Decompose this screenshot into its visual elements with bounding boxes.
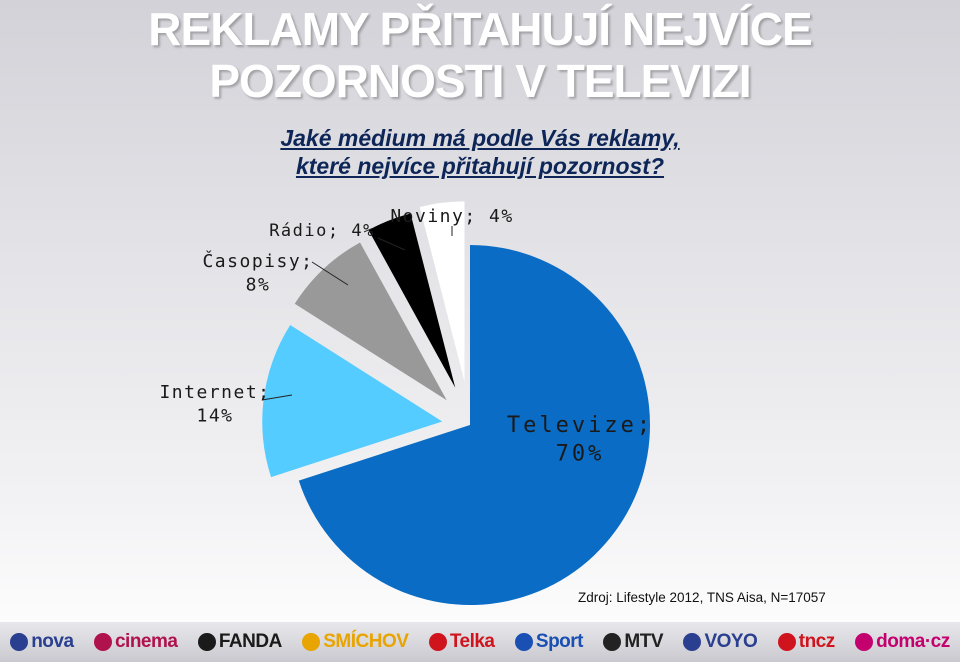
slice-label-3: Rádio; 4% bbox=[269, 221, 375, 241]
pie-slice-1 bbox=[262, 325, 443, 478]
fanda-icon bbox=[197, 633, 216, 651]
mtv-icon bbox=[603, 633, 622, 651]
survey-question-line-1: Jaké médium má podle Vás reklamy, bbox=[280, 125, 680, 151]
pie-slice-3 bbox=[368, 213, 456, 388]
slice-label-0: Televize; 70% bbox=[507, 413, 653, 467]
telka-icon bbox=[428, 633, 447, 651]
nova-logo: nova bbox=[10, 631, 74, 653]
smichov-icon bbox=[302, 633, 321, 651]
voyo-logo: VOYO bbox=[683, 631, 758, 653]
smichov-logo: SMÍCHOV bbox=[302, 631, 409, 653]
leader-line-2 bbox=[311, 261, 349, 286]
pie-slice-2 bbox=[294, 242, 447, 401]
nova-sport-logo: Sport bbox=[514, 631, 584, 653]
voyo-icon bbox=[683, 633, 702, 651]
doma-icon bbox=[855, 633, 874, 651]
leader-line-1 bbox=[261, 394, 293, 401]
pie-chart: Televize; 70% Internet; 14% Časopisy; 8% Rádio… bbox=[159, 201, 653, 605]
doma-logo: doma·cz bbox=[855, 631, 950, 653]
telka-logo: Telka bbox=[428, 631, 495, 653]
slice-label-2: Časopisy; 8% bbox=[202, 250, 313, 295]
nova-sport-icon bbox=[514, 633, 533, 651]
fanda-logo: FANDA bbox=[197, 631, 282, 653]
page-title-line-2: POZORNOSTI V TELEVIZI bbox=[209, 55, 751, 107]
mtv-logo: MTV bbox=[603, 631, 664, 653]
nova-icon bbox=[10, 633, 29, 651]
survey-question-line-2: které nejvíce přitahují pozornost? bbox=[295, 153, 665, 179]
source-note: Zdroj: Lifestyle 2012, TNS Aisa, N=17057 bbox=[578, 590, 826, 605]
footer-logo-bar: nova cinema FANDA SMÍCHOV Telka Sport MTV VOYO t… bbox=[0, 622, 960, 662]
slice-label-1: Internet; 14% bbox=[159, 382, 270, 426]
pie-slice-4 bbox=[419, 201, 465, 382]
pie-slice-0 bbox=[298, 245, 650, 605]
nova-cinema-logo: cinema bbox=[93, 631, 178, 653]
tncz-icon bbox=[777, 633, 796, 651]
survey-question: Jaké médium má podle Vás reklamy, které … bbox=[0, 124, 960, 180]
page-title-line-1: REKLAMY PŘITAHUJÍ NEJVÍCE bbox=[148, 3, 812, 55]
leader-line-3 bbox=[377, 237, 406, 251]
tncz-logo: tncz bbox=[777, 631, 835, 653]
slice-label-4: Noviny; 4% bbox=[390, 206, 513, 227]
nova-cinema-icon bbox=[93, 633, 112, 651]
